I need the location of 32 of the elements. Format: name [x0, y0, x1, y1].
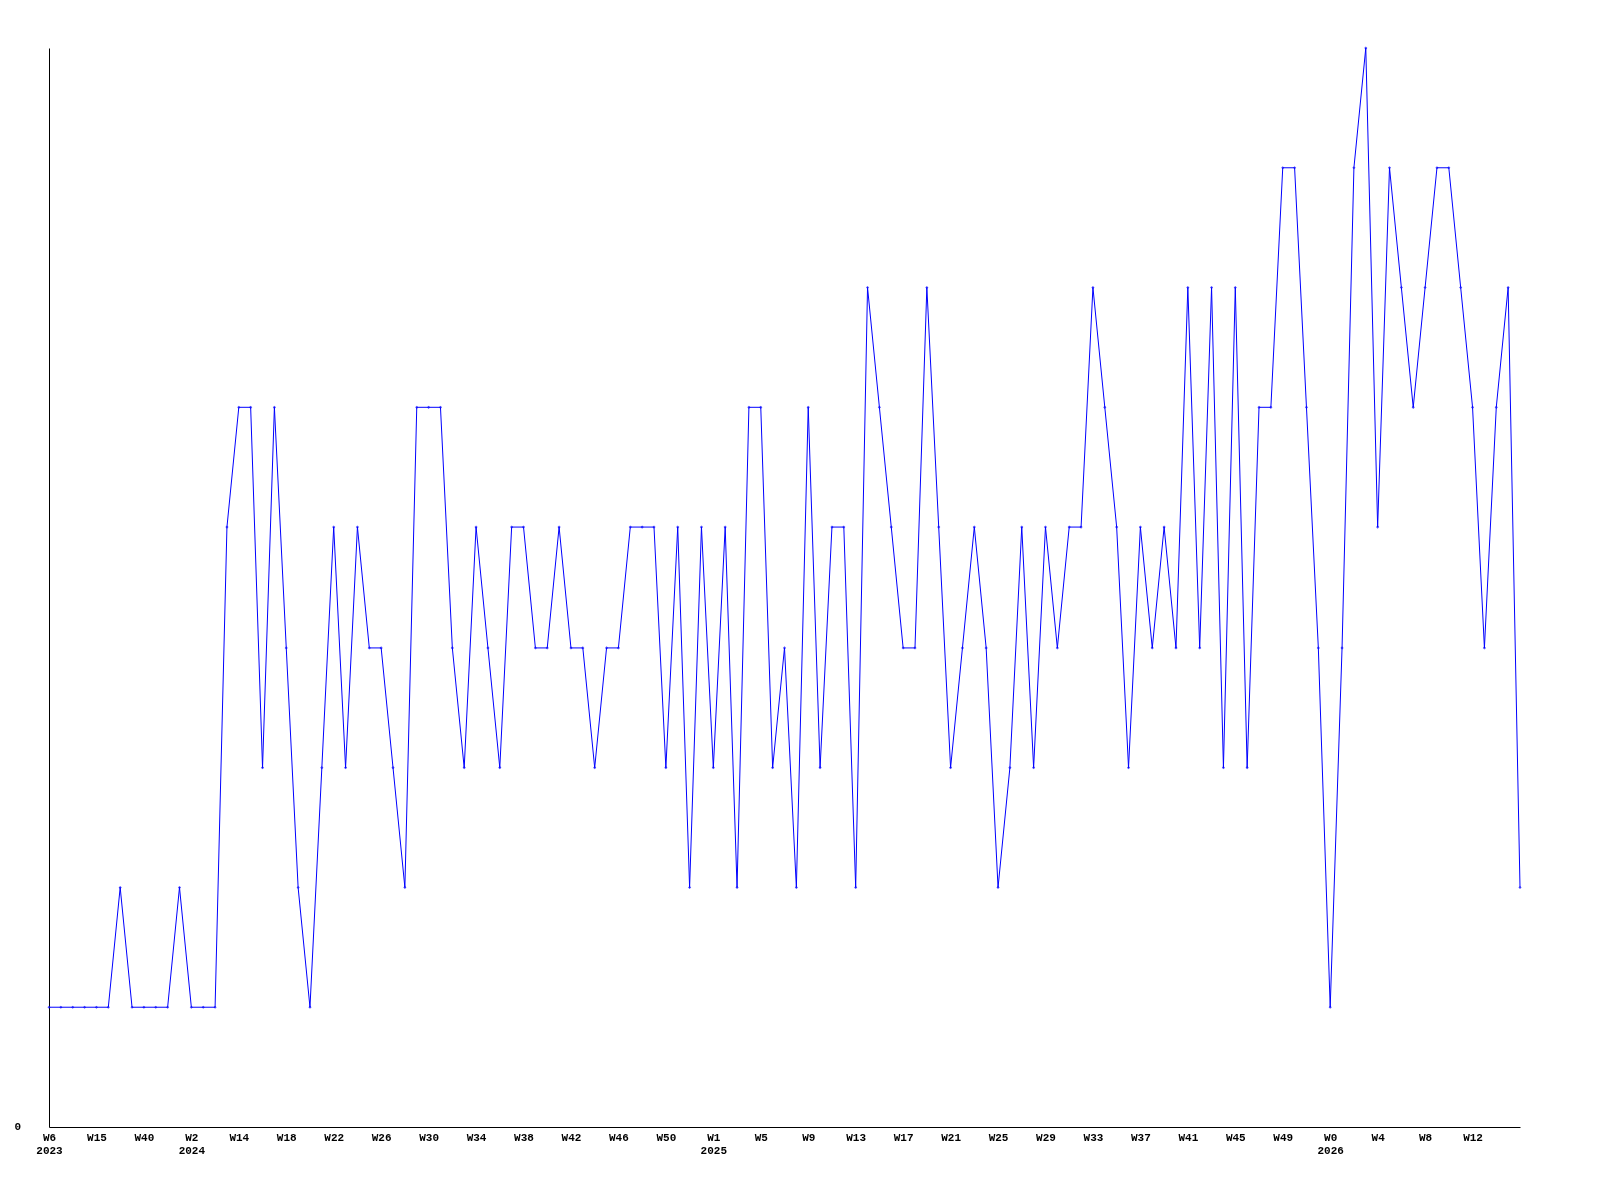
text: 0	[14, 1121, 21, 1133]
x-tick-label: W49	[1273, 1131, 1294, 1144]
x-tick-label: W50	[656, 1131, 677, 1144]
x-tick-label: W0 2026	[1317, 1131, 1344, 1157]
x-tick-label: W21	[941, 1131, 962, 1144]
x-tick-label: W45	[1225, 1131, 1247, 1144]
x-tick-label: W34	[466, 1131, 487, 1144]
x-tick-label: W26	[371, 1131, 392, 1144]
x-tick-label: W1 2025	[700, 1131, 728, 1157]
x-tick-label: W6 2023	[36, 1131, 64, 1157]
x-tick-label: W46	[609, 1131, 629, 1144]
x-tick-label: W15	[87, 1131, 108, 1144]
x-tick-label: W25	[988, 1131, 1009, 1144]
x-tick-label: W2 2024	[178, 1131, 206, 1157]
x-tick-label: W41	[1178, 1131, 1199, 1144]
x-tick-label: W14	[229, 1131, 250, 1144]
x-tick-label: W29	[1036, 1131, 1056, 1144]
x-tick-label: W13	[846, 1131, 867, 1144]
x-tick-label: W9	[802, 1131, 816, 1144]
x-tick-label: W12	[1463, 1131, 1483, 1144]
x-tick-label: W38	[514, 1131, 535, 1144]
x-tick-label: W40	[134, 1131, 155, 1144]
x-tick-label: W18	[276, 1131, 298, 1144]
x-tick-label: W33	[1083, 1131, 1104, 1144]
x-tick-label: W22	[324, 1131, 345, 1144]
x-tick-label: W8	[1419, 1131, 1433, 1144]
x-tick-label: W5	[754, 1131, 769, 1144]
x-tick-label: W4	[1371, 1131, 1386, 1144]
x-tick-label: W42	[561, 1131, 582, 1144]
x-tick-label: W30	[419, 1131, 440, 1144]
x-tick-label: W37	[1130, 1131, 1151, 1144]
x-tick-label: W17	[893, 1131, 914, 1144]
